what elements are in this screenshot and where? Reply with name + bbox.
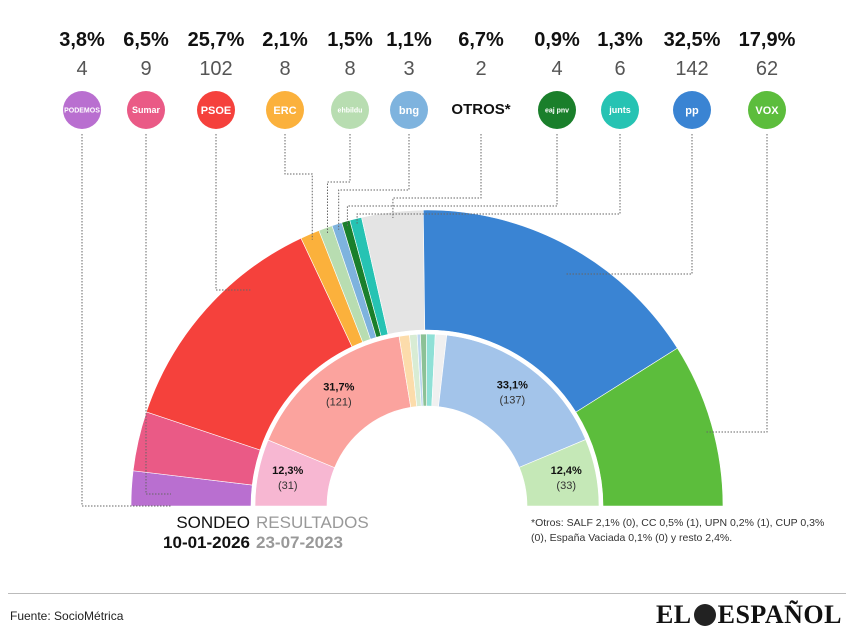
header-pct-pp: 32,5% bbox=[664, 29, 721, 51]
logo-text-psoe: PSOE bbox=[201, 105, 232, 117]
lion-icon bbox=[693, 604, 716, 626]
header-seats-bng: 3 bbox=[403, 58, 414, 80]
logo-psoe-icon bbox=[197, 91, 235, 129]
logo-eh-bildu-icon bbox=[331, 91, 369, 129]
leader-line-podemos bbox=[81, 134, 171, 507]
logo-text-erc: ERC bbox=[273, 105, 296, 117]
inner-pct-label: 12,3% bbox=[272, 465, 303, 477]
header-pct-eh-bildu: 1,5% bbox=[327, 29, 373, 51]
header-seats-eh-bildu: 8 bbox=[344, 58, 355, 80]
header-pct-podemos: 3,8% bbox=[59, 29, 105, 51]
inner-seats-label: (137) bbox=[499, 394, 525, 406]
parliament-chart: 12,3% (31) 31,7% (121) 33,1% (137) 12,4% (33) 3,… bbox=[59, 29, 796, 507]
logo-sumar-icon bbox=[127, 91, 165, 129]
brand-right: ESPAÑOL bbox=[717, 600, 842, 629]
header-pct-vox: 17,9% bbox=[739, 29, 796, 51]
header-pct-sumar: 6,5% bbox=[123, 29, 169, 51]
header-seats-otros: 2 bbox=[475, 58, 486, 80]
leader-line-vox bbox=[705, 134, 768, 433]
header-seats-erc: 8 bbox=[279, 58, 290, 80]
header-pct-otros: 6,7% bbox=[458, 29, 504, 51]
header-pct-psoe: 25,7% bbox=[188, 29, 245, 51]
logo-text-junts: junts bbox=[608, 105, 631, 115]
logo-text-podemos: PODEMOS bbox=[64, 107, 100, 114]
leader-line-psoe bbox=[215, 134, 251, 291]
logo-text-bng: bng bbox=[399, 105, 419, 117]
leader-line-pp bbox=[565, 134, 693, 275]
legend-resultados-date: 23-07-2023 bbox=[256, 533, 343, 552]
logo-text-vox: VOX bbox=[755, 105, 779, 117]
leader-line-erc bbox=[284, 134, 313, 240]
logo-text-pnv: eaj pnv bbox=[545, 107, 569, 114]
otros-footnote: *Otros: SALF 2,1% (0), CC 0,5% (1), UPN … bbox=[531, 517, 825, 544]
leader-line-eh-bildu bbox=[326, 134, 351, 234]
leader-line-sumar bbox=[145, 134, 171, 495]
header-pct-erc: 2,1% bbox=[262, 29, 308, 51]
leader-line-pnv bbox=[346, 134, 558, 228]
inner-slice-vox bbox=[518, 439, 600, 507]
brand-left: EL bbox=[655, 600, 692, 629]
inner-seats-label: (33) bbox=[556, 480, 576, 492]
inner-seats-label: (31) bbox=[278, 480, 298, 492]
logo-podemos-icon bbox=[63, 91, 101, 129]
header-seats-psoe: 102 bbox=[199, 58, 232, 80]
header-seats-podemos: 4 bbox=[76, 58, 87, 80]
header-seats-sumar: 9 bbox=[140, 58, 151, 80]
legend-sondeo-date: 10-01-2026 bbox=[163, 533, 250, 552]
logo-vox-icon bbox=[748, 91, 786, 129]
header-logo-otros: OTROS* bbox=[451, 101, 510, 118]
leader-line-bng bbox=[338, 134, 410, 230]
inner-pct-label: 12,4% bbox=[551, 465, 582, 477]
header-pct-junts: 1,3% bbox=[597, 29, 643, 51]
logo-bng-icon bbox=[390, 91, 428, 129]
inner-pct-label: 31,7% bbox=[323, 382, 354, 394]
header-pct-bng: 1,1% bbox=[386, 29, 432, 51]
logo-erc-icon bbox=[266, 91, 304, 129]
logo-text-pp: pp bbox=[685, 105, 699, 117]
header-seats-pp: 142 bbox=[675, 58, 708, 80]
header-seats-junts: 6 bbox=[614, 58, 625, 80]
logo-junts-icon bbox=[601, 91, 639, 129]
inner-seats-label: (121) bbox=[326, 397, 352, 409]
leader-line-junts bbox=[356, 134, 621, 225]
legend-sondeo: SONDEO 10-01-2026 bbox=[163, 513, 250, 553]
logo-pp-icon bbox=[673, 91, 711, 129]
logo-text-sumar: Sumar bbox=[132, 105, 161, 115]
header-pct-pnv: 0,9% bbox=[534, 29, 580, 51]
el-espanol-logo: EL ESPAÑOL bbox=[656, 600, 842, 630]
logo-text-eh-bildu: ehbildu bbox=[338, 107, 363, 114]
source-text: Fuente: SocioMétrica bbox=[10, 609, 124, 623]
footer-divider bbox=[8, 593, 846, 594]
header-seats-vox: 62 bbox=[756, 58, 778, 80]
legend-sondeo-label: SONDEO bbox=[176, 513, 250, 532]
logo-pnv-icon bbox=[538, 91, 576, 129]
leader-line-otros bbox=[392, 134, 482, 219]
header-seats-pnv: 4 bbox=[551, 58, 562, 80]
inner-pct-label: 33,1% bbox=[497, 379, 528, 391]
legend-resultados-label: RESULTADOS bbox=[256, 513, 369, 532]
legend-resultados: RESULTADOS 23-07-2023 bbox=[256, 513, 369, 553]
